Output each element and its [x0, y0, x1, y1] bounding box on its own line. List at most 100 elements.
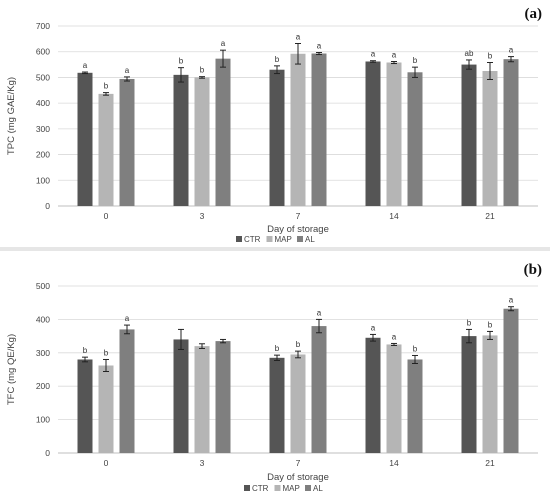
y-tick-label: 100	[36, 415, 50, 425]
bar-ctr	[365, 337, 381, 453]
y-tick-label: 100	[36, 175, 50, 185]
significance-letter: b	[413, 344, 418, 353]
x-tick-label: 0	[104, 211, 109, 221]
bar-map	[98, 93, 114, 206]
bar-map	[386, 62, 402, 207]
bar-al	[215, 341, 231, 453]
y-tick-label: 400	[36, 314, 50, 324]
significance-letter: b	[275, 55, 280, 64]
panel-divider	[0, 247, 550, 251]
x-axis-title: Day of storage	[267, 224, 329, 235]
bar-al	[119, 329, 135, 453]
bar-ctr	[365, 61, 381, 206]
significance-letter: b	[296, 340, 301, 349]
significance-letter: a	[221, 39, 226, 48]
legend-label: MAP	[283, 484, 300, 493]
bar-ctr	[77, 72, 93, 206]
y-tick-label: 400	[36, 98, 50, 108]
bar-ctr	[461, 336, 477, 453]
x-tick-label: 14	[389, 211, 399, 221]
x-tick-label: 3	[200, 211, 205, 221]
bar-map	[194, 346, 210, 453]
significance-letter: a	[371, 50, 376, 59]
y-tick-label: 200	[36, 150, 50, 160]
bar-map	[482, 71, 498, 206]
y-tick-label: 0	[45, 448, 50, 458]
significance-letter: b	[275, 344, 280, 353]
significance-letter: b	[104, 348, 109, 357]
significance-letter: a	[83, 61, 88, 70]
y-axis-title: TPC (mg GAE/Kg)	[6, 77, 17, 155]
significance-letter: a	[392, 50, 397, 59]
significance-letter: a	[392, 332, 397, 341]
legend-label: AL	[313, 484, 323, 493]
y-tick-label: 0	[45, 201, 50, 211]
legend-swatch	[244, 485, 250, 491]
y-tick-label: 200	[36, 381, 50, 391]
significance-letter: b	[467, 318, 472, 327]
significance-letter: a	[125, 314, 130, 323]
bar-al	[311, 326, 327, 453]
significance-letter: b	[488, 320, 493, 329]
bar-al	[215, 58, 231, 207]
legend-label: AL	[305, 235, 315, 244]
chart-panel-a: (a) 0 100 200 300 400 500 600 700 0 a b a 3 b b a 7 b a a 14…	[0, 0, 550, 246]
y-tick-label: 300	[36, 348, 50, 358]
y-tick-label: 500	[36, 72, 50, 82]
bar-ctr	[173, 74, 189, 206]
x-tick-label: 21	[485, 458, 495, 468]
y-tick-label: 600	[36, 47, 50, 57]
legend-label: MAP	[275, 235, 292, 244]
chart-panel-b: (b) 0 100 200 300 400 500 0 b b a 3 7 b b a 14 a a b 21 b b a T…	[0, 252, 550, 498]
bar-ctr	[173, 339, 189, 453]
bar-ctr	[269, 69, 285, 206]
y-tick-label: 300	[36, 124, 50, 134]
panel-label: (b)	[523, 262, 542, 278]
bar-ctr	[269, 357, 285, 453]
significance-letter: b	[413, 56, 418, 65]
significance-letter: a	[509, 46, 514, 55]
legend-swatch	[274, 485, 281, 491]
legend-swatch	[297, 236, 303, 242]
tfc-bar-chart: 0 100 200 300 400 500 0 b b a 3 7 b b a 14 a a b 21 b b a TFC (…	[6, 281, 538, 493]
y-tick-label: 700	[36, 21, 50, 31]
x-tick-label: 14	[389, 458, 399, 468]
significance-letter: ab	[465, 49, 474, 58]
bar-al	[311, 53, 327, 207]
significance-letter: a	[125, 66, 130, 75]
bar-map	[290, 53, 306, 207]
x-axis-title: Day of storage	[267, 472, 329, 483]
legend-label: CTR	[244, 235, 261, 244]
panel-label: (a)	[524, 6, 543, 22]
significance-letter: a	[296, 32, 301, 41]
y-tick-label: 500	[36, 281, 50, 291]
bar-map	[194, 77, 210, 206]
bar-al	[503, 308, 519, 453]
significance-letter: b	[179, 57, 184, 66]
significance-letter: b	[83, 346, 88, 355]
bar-map	[98, 365, 114, 453]
bar-map	[386, 344, 402, 453]
x-tick-label: 3	[200, 458, 205, 468]
significance-letter: b	[104, 82, 109, 91]
x-tick-label: 0	[104, 458, 109, 468]
bar-map	[290, 354, 306, 453]
significance-letter: a	[371, 323, 376, 332]
legend-swatch	[266, 236, 273, 242]
bar-map	[482, 335, 498, 453]
significance-letter: a	[509, 296, 514, 305]
significance-letter: b	[488, 52, 493, 61]
x-tick-label: 21	[485, 211, 495, 221]
significance-letter: a	[317, 308, 322, 317]
y-axis-title: TFC (mg QE/Kg)	[6, 334, 17, 405]
legend-swatch	[236, 236, 242, 242]
bar-ctr	[77, 359, 93, 453]
significance-letter: a	[317, 41, 322, 50]
bar-al	[503, 59, 519, 206]
legend-label: CTR	[252, 484, 269, 493]
x-tick-label: 7	[296, 211, 301, 221]
significance-letter: b	[200, 66, 205, 75]
bar-ctr	[461, 64, 477, 206]
x-tick-label: 7	[296, 458, 301, 468]
